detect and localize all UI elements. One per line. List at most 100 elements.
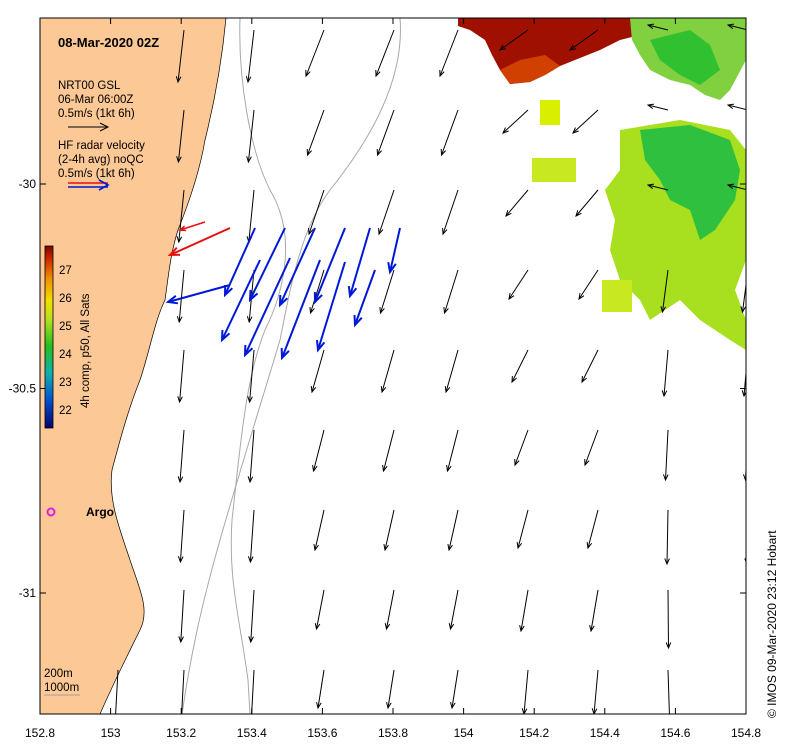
lon-axis: 152.8 153 153.2 153.4 153.6 153.8 154 154.2 154.… [25, 18, 761, 740]
lon-tick-label: 153.8 [378, 726, 408, 740]
model-arrow [176, 269, 185, 324]
model-arrow [382, 429, 395, 473]
sst-small-patch-1 [540, 100, 560, 125]
model-arrow [726, 183, 746, 191]
legend-radar-name: HF radar velocity [58, 140, 145, 152]
model-arrow [378, 189, 395, 236]
model-arrow [575, 189, 599, 217]
isobath-legend-200m: 200m [44, 668, 73, 680]
radar-arrow-blue [248, 227, 286, 303]
colorbar-tick-label: 23 [59, 377, 72, 389]
radar-arrow-blue [347, 227, 371, 299]
sst-layer [458, 18, 746, 350]
lon-tick-label: 153.6 [307, 726, 337, 740]
lon-tick-label: 153.2 [166, 726, 196, 740]
model-arrow [514, 429, 529, 467]
sst-green-core [640, 125, 740, 240]
model-arrow [578, 269, 599, 301]
isobath-1000m [181, 18, 401, 714]
model-arrow [375, 29, 395, 78]
sst-small-patch-2 [532, 158, 576, 182]
lon-tick-label: 154.8 [731, 726, 761, 740]
model-current-arrows [115, 23, 746, 714]
argo-label: Argo [86, 505, 114, 519]
radar-arrow-blue [387, 227, 401, 275]
credit-text: © IMOS 09-Mar-2020 23:12 Hobart [765, 530, 779, 718]
radar-arrow-blue [315, 261, 346, 353]
model-arrow [745, 642, 746, 644]
model-arrow [447, 509, 459, 552]
model-arrow [450, 669, 459, 710]
model-arrow [665, 589, 672, 650]
colorbar-tick-label: 25 [59, 321, 72, 333]
hf-radar-arrows [165, 221, 401, 361]
lat-tick-label: -30.5 [9, 382, 37, 396]
colorbar-tick-label: 24 [59, 349, 72, 361]
model-arrow [446, 429, 459, 473]
lon-tick-label: 152.8 [25, 726, 55, 740]
model-arrow [646, 103, 669, 111]
model-arrow [505, 189, 529, 217]
lon-tick-label: 154.4 [590, 726, 620, 740]
model-arrow [310, 349, 325, 394]
land-coast [40, 18, 227, 714]
model-arrow [248, 589, 255, 644]
colorbar-label: 4h comp, p50, All Sats [80, 293, 92, 408]
radar-arrow-blue [353, 269, 376, 328]
model-arrow [568, 29, 599, 51]
model-arrow [661, 349, 669, 398]
model-arrow [379, 269, 395, 315]
model-arrow [519, 589, 529, 633]
model-arrow [444, 349, 459, 394]
legend-model-time: 06-Mar 06:00Z [58, 94, 133, 106]
model-arrow [386, 669, 395, 710]
lat-tick-label: -31 [19, 586, 37, 600]
lon-tick-label: 153 [101, 726, 121, 740]
model-arrow [176, 189, 185, 244]
model-arrow [508, 269, 529, 301]
radar-arrow-blue [165, 284, 231, 305]
argo-float-marker [46, 507, 56, 517]
model-arrow [667, 669, 670, 714]
radar-arrow-blue [278, 227, 316, 308]
model-arrow [443, 269, 459, 315]
map-title: 08-Mar-2020 02Z [58, 35, 159, 50]
model-arrow [316, 669, 325, 710]
model-arrow [384, 589, 395, 631]
legend-model-name: NRT00 GSL [58, 80, 121, 92]
colorbar-ticks: 22 23 24 25 26 27 [59, 265, 72, 417]
model-arrow [448, 589, 459, 631]
model-arrow [440, 109, 459, 157]
lon-tick-label: 154.2 [519, 726, 549, 740]
radar-arrow-blue [220, 259, 261, 343]
model-arrow [511, 349, 529, 384]
model-arrow [572, 109, 599, 134]
radar-arrow-red [167, 227, 231, 257]
model-arrow [309, 269, 325, 315]
model-arrow [521, 669, 529, 714]
model-arrow [115, 669, 119, 714]
model-arrow [305, 29, 325, 78]
model-arrow [439, 29, 459, 78]
radar-arrow-blue [280, 259, 321, 361]
model-arrow [376, 109, 395, 157]
model-arrow [313, 509, 325, 552]
model-arrow [660, 269, 669, 314]
radar-arrow-blue [223, 227, 256, 298]
model-arrow [646, 23, 669, 31]
model-arrow [581, 349, 599, 384]
model-arrow [740, 281, 746, 314]
lat-tick-label: -30 [19, 177, 37, 191]
model-arrow [245, 29, 255, 84]
model-arrow [584, 429, 599, 467]
colorbar-tick-label: 22 [59, 405, 72, 417]
model-arrow [516, 509, 529, 550]
colorbar-tick-label: 26 [59, 293, 72, 305]
isobath-legend-1000m: 1000m [44, 682, 79, 694]
model-arrow [314, 589, 325, 631]
model-arrow [383, 509, 395, 552]
model-arrow [442, 189, 459, 236]
model-arrow [177, 509, 185, 564]
model-arrow [178, 589, 185, 644]
model-arrow [176, 109, 185, 164]
